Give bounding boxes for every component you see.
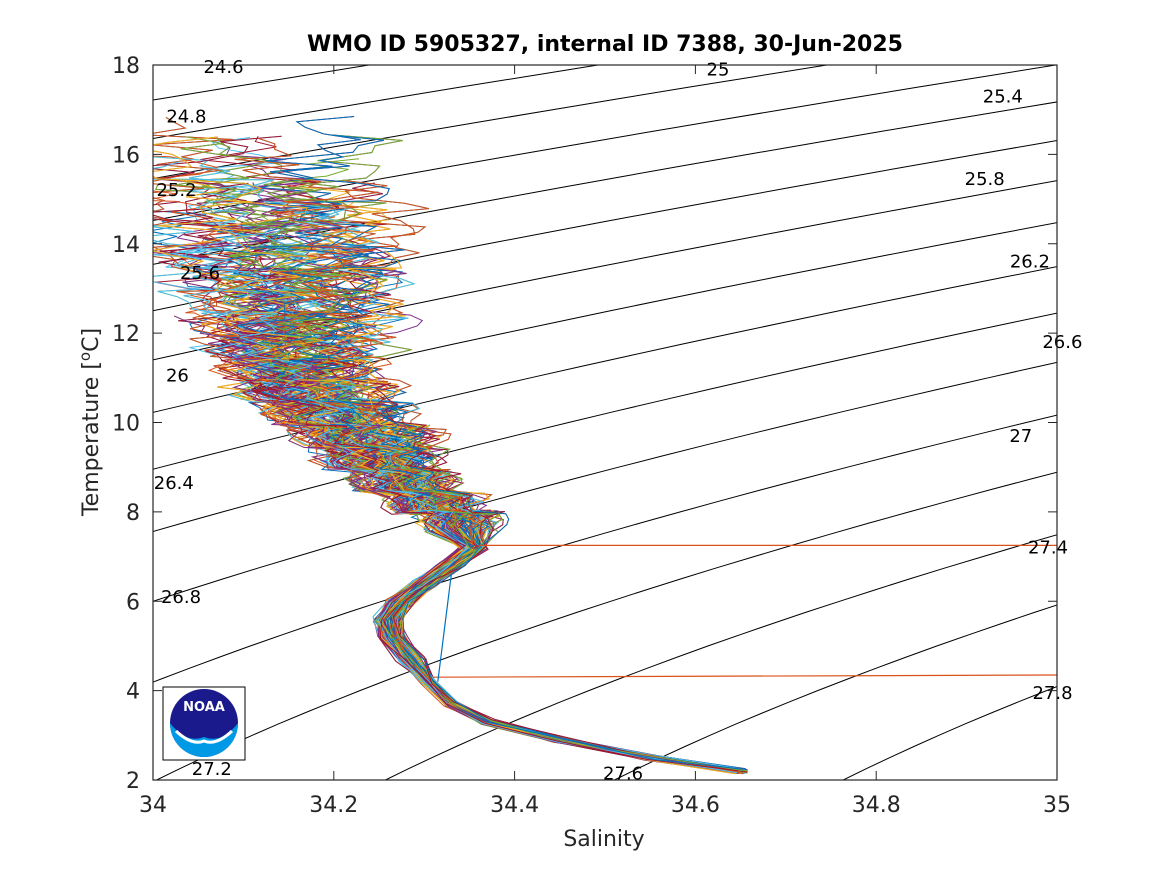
- profile-line: [269, 317, 741, 771]
- density-contour-line: [153, 414, 1057, 683]
- density-contour-label: 26.6: [1042, 332, 1082, 353]
- profile-line: [273, 246, 744, 775]
- y-axis: 2 4 6 8 10 12 14 16 18: [112, 54, 1057, 794]
- density-contour-line: [842, 686, 1057, 780]
- profile-line: [324, 384, 743, 773]
- profile-line: [291, 224, 745, 770]
- noaa-logo: NOAA: [162, 686, 246, 761]
- density-contour-line: [613, 604, 1057, 780]
- profile-line: [276, 181, 746, 772]
- profile-line: [288, 315, 743, 774]
- x-tick-label: 35: [1043, 793, 1071, 818]
- density-contour-line: [155, 471, 1057, 780]
- density-contour-line: [153, 361, 1057, 602]
- profile-line: [281, 202, 744, 774]
- x-tick-label: 34.6: [671, 793, 720, 818]
- profile-line: [343, 402, 747, 771]
- profile-line: [273, 406, 735, 773]
- density-contour-label: 24.8: [166, 106, 206, 127]
- density-contour-label: 27.6: [603, 763, 643, 784]
- y-tick-label: 10: [112, 412, 140, 437]
- y-tick-label: 14: [112, 233, 140, 258]
- profile-line: [382, 406, 747, 770]
- outlier-low-line: [433, 674, 1057, 678]
- profile-line: [273, 246, 744, 775]
- profile-line: [253, 380, 738, 772]
- density-contour-label: 27.2: [192, 759, 232, 780]
- density-contour-line: [153, 101, 1057, 265]
- profile-lines: [153, 116, 1057, 775]
- density-contour-label: 27: [1009, 426, 1032, 447]
- x-tick-label: 34: [139, 793, 167, 818]
- y-tick-label: 16: [112, 143, 140, 168]
- density-contour-line: [384, 534, 1057, 780]
- profile-line: [234, 137, 743, 774]
- y-tick-label: 4: [126, 680, 140, 705]
- x-tick-label: 34.2: [309, 793, 358, 818]
- density-contour-label: 26.8: [161, 587, 201, 608]
- density-contour-label: 25.8: [965, 169, 1005, 190]
- density-contour-label: 25.2: [156, 180, 196, 201]
- x-axis-label: Salinity: [563, 827, 644, 852]
- y-axis-label-text: Temperature [: [79, 361, 104, 517]
- profile-line: [281, 272, 742, 773]
- x-tick-label: 34.8: [852, 793, 901, 818]
- density-contour-line: [153, 65, 1057, 221]
- x-tick-label: 34.4: [490, 793, 539, 818]
- x-axis: 34 34.2 34.4 34.6 34.8 35: [139, 65, 1071, 818]
- density-contour-label: 25: [707, 60, 730, 81]
- density-contour-label: 26: [166, 366, 189, 387]
- profile-line: [281, 202, 744, 774]
- profile-line: [183, 227, 737, 774]
- profile-line: [153, 161, 738, 770]
- density-contour-line: [153, 140, 1057, 312]
- y-tick-label: 8: [126, 501, 140, 526]
- density-contour-label: 24.6: [203, 57, 243, 78]
- density-contour-line: [153, 312, 1057, 533]
- density-contour-label: 25.6: [180, 263, 220, 284]
- y-tick-label: 6: [126, 590, 140, 615]
- density-contour-label: 26.4: [154, 473, 194, 494]
- profile-line: [291, 224, 745, 770]
- y-tick-label: 2: [126, 769, 140, 794]
- profile-line: [231, 383, 736, 775]
- profile-line: [273, 406, 735, 773]
- profile-line: [293, 249, 744, 771]
- chart-title: WMO ID 5905327, internal ID 7388, 30-Jun…: [307, 32, 903, 57]
- logo-gull: [174, 729, 234, 744]
- y-tick-label: 12: [112, 322, 140, 347]
- density-contour-label: 26.2: [1010, 252, 1050, 273]
- profile-line: [347, 382, 747, 771]
- y-axis-label: Temperature [oC]: [76, 328, 104, 517]
- density-contour-label: 27.4: [1028, 538, 1068, 559]
- y-tick-label: 18: [112, 54, 140, 79]
- density-contour-label: 27.8: [1032, 683, 1072, 704]
- profile-line: [324, 384, 743, 773]
- y-axis-label-unit: C]: [79, 328, 104, 352]
- density-contour-label: 25.4: [983, 86, 1023, 107]
- outlier-blue-line: [437, 574, 452, 682]
- y-axis-label-superscript: o: [76, 352, 94, 361]
- profile-line: [278, 361, 743, 771]
- logo-text: NOAA: [183, 700, 225, 715]
- profile-line: [224, 317, 735, 770]
- profile-line: [293, 249, 744, 771]
